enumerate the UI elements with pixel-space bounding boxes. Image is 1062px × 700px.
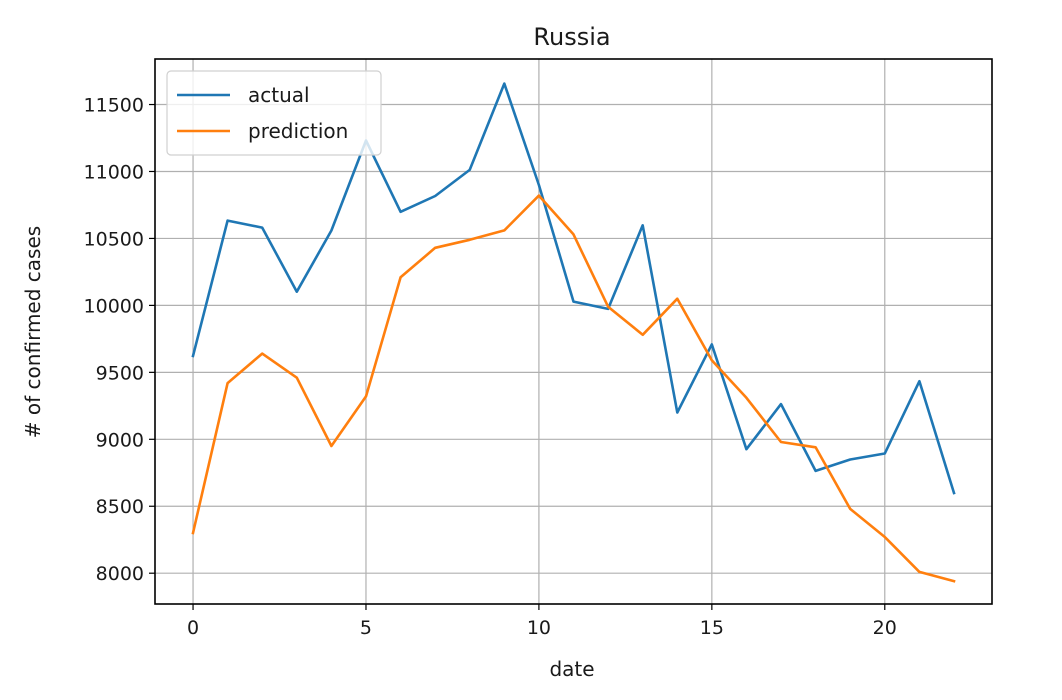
y-tick-label: 9000 xyxy=(96,429,144,451)
y-tick-label: 8500 xyxy=(96,496,144,518)
grid xyxy=(155,59,992,604)
y-axis-ticks: 8000 8500 9000 9500 10000 10500 11000 11500 xyxy=(84,95,155,585)
legend-label-prediction: prediction xyxy=(248,119,348,143)
y-tick-label: 11500 xyxy=(84,95,144,117)
x-tick-label: 15 xyxy=(700,617,724,639)
y-tick-label: 8000 xyxy=(96,563,144,585)
x-tick-label: 0 xyxy=(187,617,199,639)
y-tick-label: 11000 xyxy=(84,161,144,183)
x-axis-ticks: 0 5 10 15 20 xyxy=(187,604,897,639)
legend: actual prediction xyxy=(166,70,382,156)
y-tick-label: 10500 xyxy=(84,228,144,250)
x-axis-label: date xyxy=(549,657,594,681)
plot-area-frame xyxy=(154,58,993,605)
x-tick-label: 20 xyxy=(873,617,897,639)
y-axis-label: # of confirmed cases xyxy=(21,226,45,438)
x-tick-label: 10 xyxy=(527,617,551,639)
chart-title: Russia xyxy=(533,23,610,51)
legend-box xyxy=(166,70,382,156)
y-tick-label: 10000 xyxy=(84,295,144,317)
y-tick-label: 9500 xyxy=(96,362,144,384)
series-lines xyxy=(191,82,956,583)
x-tick-label: 5 xyxy=(360,617,372,639)
legend-label-actual: actual xyxy=(248,83,310,107)
series-line-prediction xyxy=(191,194,956,583)
